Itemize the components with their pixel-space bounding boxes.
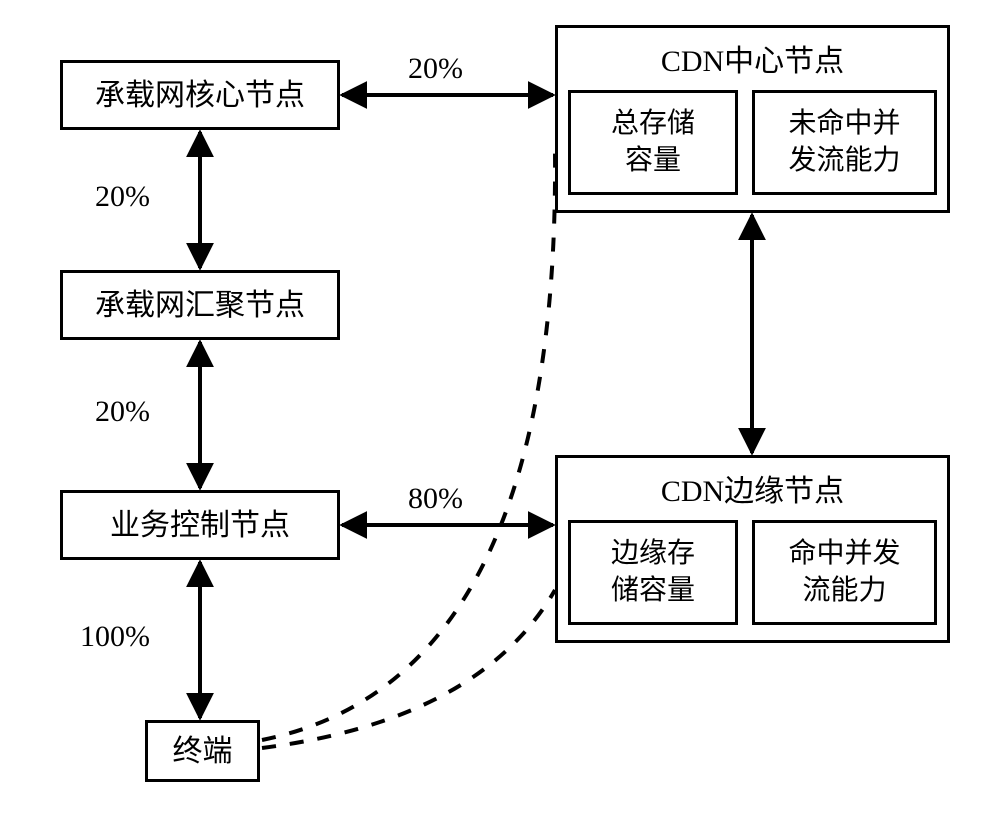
cdn-edge-hit-stream-label: 命中并发流能力	[788, 536, 900, 609]
terminal-node: 终端	[145, 720, 260, 782]
cdn-edge-hit-stream: 命中并发流能力	[752, 520, 937, 625]
bearer-core-label: 承载网核心节点	[95, 76, 305, 115]
cdn-center-title: CDN中心节点	[558, 36, 947, 80]
cdn-center-miss-stream-label: 未命中并发流能力	[788, 106, 900, 179]
pct-agg-svc: 20%	[95, 395, 150, 429]
bearer-core-node: 承载网核心节点	[60, 60, 340, 130]
cdn-center-storage-label: 总存储容量	[611, 106, 695, 179]
terminal-label: 终端	[173, 732, 233, 771]
cdn-center-storage: 总存储容量	[568, 90, 738, 195]
pct-core-agg: 20%	[95, 180, 150, 214]
pct-core-cdnc: 20%	[408, 52, 463, 86]
cdn-center-miss-stream: 未命中并发流能力	[752, 90, 937, 195]
pct-svc-term: 100%	[80, 620, 150, 654]
bearer-agg-label: 承载网汇聚节点	[95, 286, 305, 325]
bearer-agg-node: 承载网汇聚节点	[60, 270, 340, 340]
service-control-label: 业务控制节点	[110, 506, 290, 545]
pct-svc-cdne: 80%	[408, 482, 463, 516]
cdn-edge-title: CDN边缘节点	[558, 466, 947, 510]
cdn-edge-storage-label: 边缘存储容量	[611, 536, 695, 609]
cdn-edge-storage: 边缘存储容量	[568, 520, 738, 625]
service-control-node: 业务控制节点	[60, 490, 340, 560]
